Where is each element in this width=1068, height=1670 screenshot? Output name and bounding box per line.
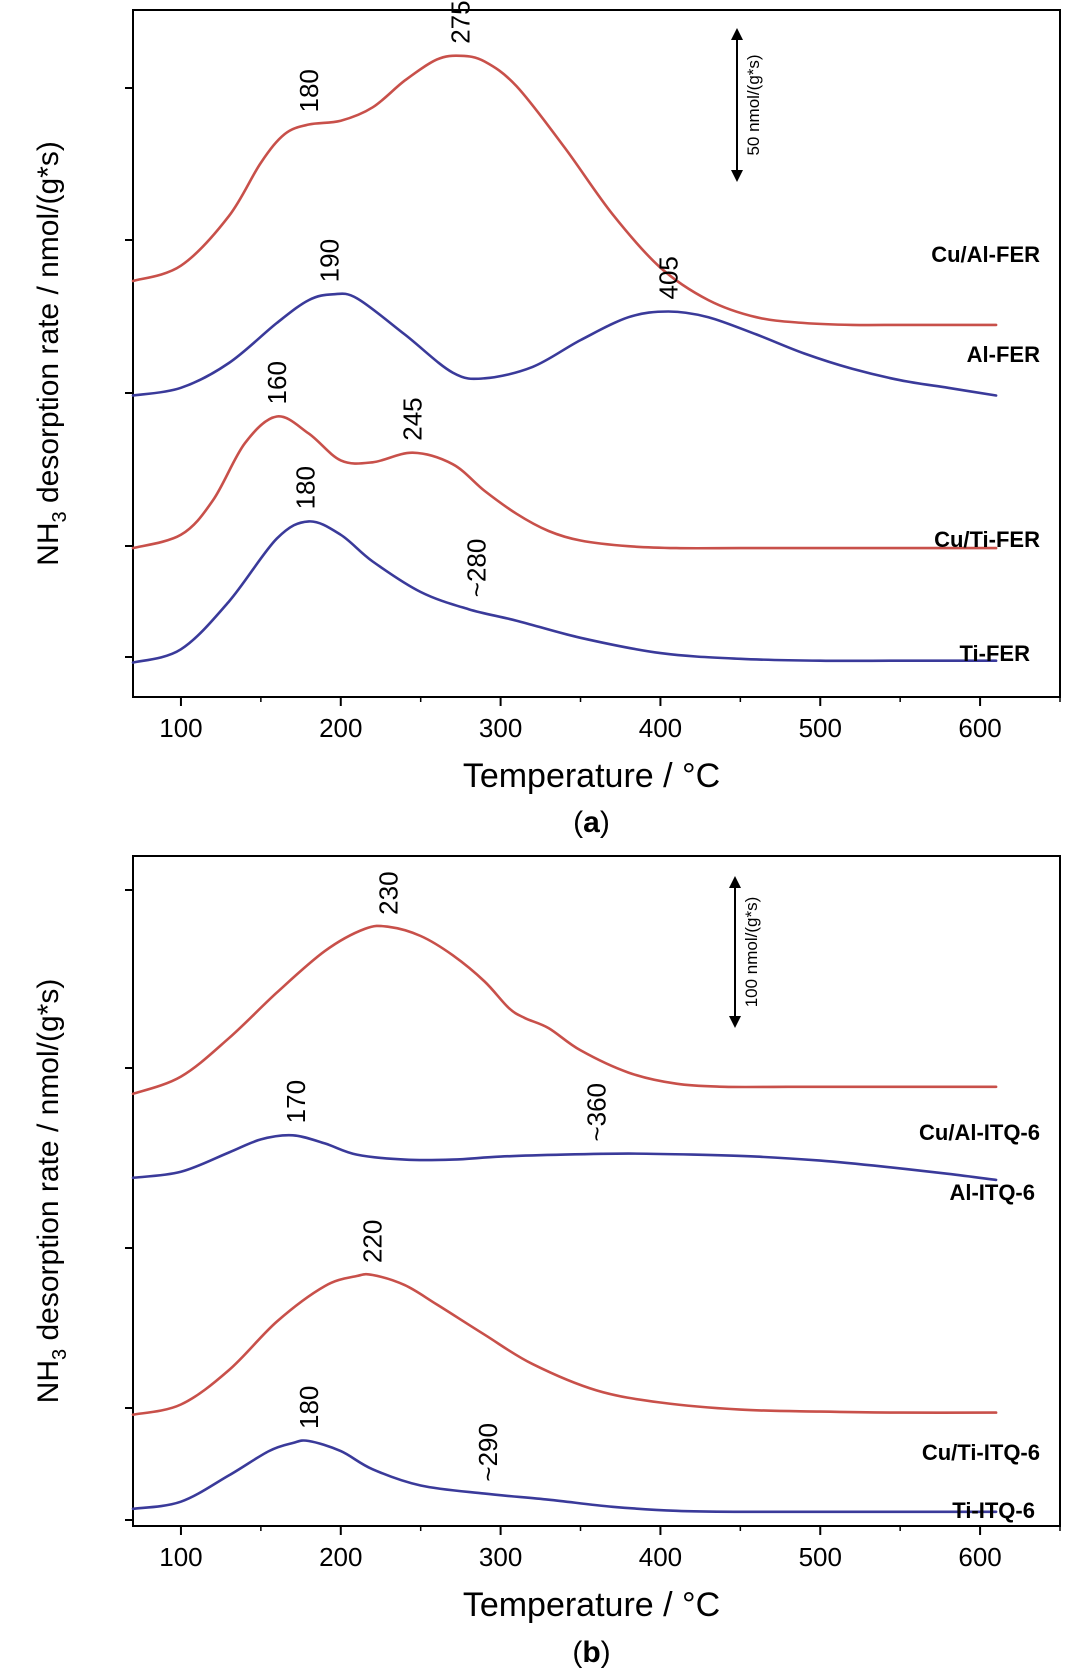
peak-annotation: 170 xyxy=(281,1080,311,1123)
scale-bar-arrow-up-icon xyxy=(731,28,743,40)
series-label: Al-ITQ-6 xyxy=(949,1180,1035,1205)
scale-bar-arrow-down-icon xyxy=(729,1016,741,1028)
peak-annotation: 180 xyxy=(294,69,324,112)
x-tick-label: 200 xyxy=(319,713,362,743)
x-tick-label: 200 xyxy=(319,1542,362,1572)
scale-bar-arrow-down-icon xyxy=(731,170,743,182)
plot-frame xyxy=(132,855,1061,1527)
y-axis-label: NH3 desorption rate / nmol/(g*s) xyxy=(32,141,71,566)
peak-annotation: 275 xyxy=(446,0,476,43)
peak-annotation: 405 xyxy=(653,256,683,299)
series-line-ti-fer xyxy=(131,520,998,664)
x-tick-label: 400 xyxy=(639,1542,682,1572)
x-tick-label: 500 xyxy=(799,713,842,743)
scale-bar-label: 100 nmol/(g*s) xyxy=(742,897,761,1008)
peak-annotation: ~290 xyxy=(473,1423,503,1482)
panel-label-open: ( xyxy=(572,1636,582,1669)
panel-label-close: ) xyxy=(600,806,610,839)
scale-bar-arrow-up-icon xyxy=(729,876,741,888)
x-axis-label: Temperature / °C xyxy=(463,1586,720,1624)
peak-annotation: 180 xyxy=(294,1386,324,1429)
series-line-cu-al-fer xyxy=(131,54,998,327)
panel-label-open: ( xyxy=(573,806,583,839)
panel-label-close: ) xyxy=(601,1636,611,1669)
x-tick-label: 100 xyxy=(159,1542,202,1572)
x-tick-label: 600 xyxy=(958,1542,1001,1572)
chart-panel-a: 100 200 300 400 500 600 Temperature / °C NH3 de… xyxy=(32,0,1061,839)
peak-annotation: ~280 xyxy=(462,539,492,598)
series-line-al-itq-6 xyxy=(131,1133,998,1182)
x-tick-label: 300 xyxy=(479,1542,522,1572)
peak-annotation: 230 xyxy=(374,871,404,914)
y-axis-label-subscript: 3 xyxy=(49,1349,71,1360)
y-axis-label: NH3 desorption rate / nmol/(g*s) xyxy=(32,979,71,1404)
peak-annotation: ~360 xyxy=(582,1083,612,1142)
x-tick-label: 600 xyxy=(958,713,1001,743)
panel-label: (a) xyxy=(573,806,610,839)
peak-annotation: 245 xyxy=(398,397,428,440)
chart-panel-b: 100 200 300 400 500 600 Temperature / °C NH3 de… xyxy=(32,855,1061,1669)
scale-bar-label: 50 nmol/(g*s) xyxy=(744,54,763,155)
x-axis-label: Temperature / °C xyxy=(463,757,720,795)
series-label: Cu/Al-ITQ-6 xyxy=(919,1120,1040,1145)
peak-annotation: 180 xyxy=(291,466,321,509)
y-axis-label-main: NH xyxy=(32,1360,65,1403)
series-label: Cu/Al-FER xyxy=(931,242,1040,267)
panel-label-letter: a xyxy=(583,806,600,839)
peak-annotation: 220 xyxy=(358,1220,388,1263)
peak-annotation: 160 xyxy=(262,361,292,404)
x-tick-label: 100 xyxy=(159,713,202,743)
series-line-cu-al-itq-6 xyxy=(131,924,998,1096)
series-line-cu-ti-itq-6 xyxy=(131,1272,998,1416)
y-axis-label-main: NH xyxy=(32,522,65,565)
panel-label-letter: b xyxy=(582,1636,600,1669)
x-tick-label: 400 xyxy=(639,713,682,743)
series-line-cu-ti-fer xyxy=(131,415,998,550)
x-tick-label: 300 xyxy=(479,713,522,743)
x-tick-label: 500 xyxy=(799,1542,842,1572)
series-label: Cu/Ti-FER xyxy=(934,527,1040,552)
y-axis-label-subscript: 3 xyxy=(49,511,71,522)
peak-annotation: 190 xyxy=(315,239,345,282)
series-label: Al-FER xyxy=(967,342,1040,367)
series-line-al-fer xyxy=(131,292,998,397)
series-line-ti-itq-6 xyxy=(131,1439,998,1514)
series-label: Cu/Ti-ITQ-6 xyxy=(922,1440,1040,1465)
series-label: Ti-FER xyxy=(960,641,1031,666)
y-axis-label-rest: desorption rate / nmol/(g*s) xyxy=(32,141,65,511)
y-axis-label-rest: desorption rate / nmol/(g*s) xyxy=(32,979,65,1349)
series-label: Ti-ITQ-6 xyxy=(952,1498,1035,1523)
panel-label: (b) xyxy=(572,1636,610,1669)
plot-frame xyxy=(132,9,1061,698)
